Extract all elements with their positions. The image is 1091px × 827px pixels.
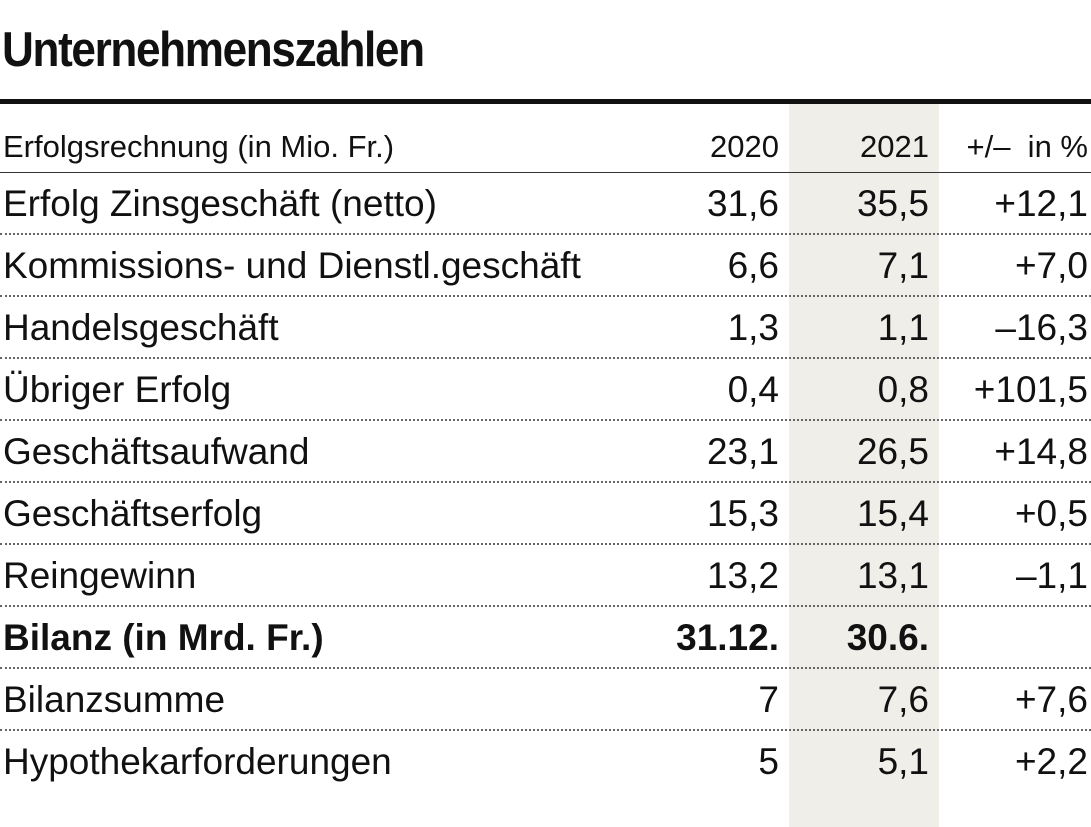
cell: Erfolgsrechnung (in Mio. Fr.) (3, 129, 395, 164)
cell: Hypothekarforderungen (3, 741, 392, 782)
section-header: Bilanz (in Mrd. Fr.) 31.12. 30.6. (0, 607, 1091, 669)
table-row: Reingewinn 13,2 13,1 –1,1 (0, 545, 1091, 607)
cell: –16,3 (995, 307, 1088, 348)
cell: Bilanzsumme (3, 679, 226, 720)
cell: 7,1 (877, 245, 929, 286)
cell: 15,4 (856, 493, 929, 534)
cell: Reingewinn (3, 555, 197, 596)
highlight-column (789, 104, 939, 827)
cell: +0,5 (1014, 493, 1088, 534)
table-row: Handelsgeschäft 1,3 1,1 –16,3 (0, 297, 1091, 359)
cell: Geschäftsaufwand (3, 431, 310, 472)
cell: 0,8 (877, 369, 929, 410)
cell: 5,1 (877, 741, 929, 782)
cell: 0,4 (727, 369, 779, 410)
cell: 7,6 (877, 679, 929, 720)
cell: 26,5 (856, 431, 929, 472)
cell: 13,1 (856, 555, 929, 596)
table-row: Geschäftsaufwand 23,1 26,5 +14,8 (0, 421, 1091, 483)
cell: 31.12. (676, 617, 779, 658)
table-row: Erfolg Zinsgeschäft (netto) 31,6 35,5 +12,1 (0, 173, 1091, 235)
cell: Bilanz (in Mrd. Fr.) (3, 617, 324, 658)
header-row: Erfolgsrechnung (in Mio. Fr.) 2020 2021 +/–… (0, 104, 1091, 172)
cell: 15,3 (706, 493, 779, 534)
cell: 6,6 (727, 245, 779, 286)
cell: 2021 (860, 129, 929, 164)
cell: 35,5 (856, 183, 929, 224)
cell: Geschäftserfolg (3, 493, 263, 534)
cell: +7,6 (1014, 679, 1088, 720)
cell: +/– in % (966, 129, 1089, 164)
cell: Übriger Erfolg (3, 369, 232, 410)
cell: +7,0 (1014, 245, 1088, 286)
cell: 31,6 (706, 183, 779, 224)
cell: 2020 (710, 129, 779, 164)
title: Unternehmenszahlen (2, 23, 425, 77)
cell: +101,5 (973, 369, 1088, 410)
cell: –1,1 (1015, 555, 1088, 596)
table-row: Kommissions- und Dienstl.geschäft 6,6 7,1 +… (0, 235, 1091, 297)
header-rule (0, 172, 1091, 173)
cell: 30.6. (846, 617, 929, 658)
cell: 1,1 (877, 307, 929, 348)
cell: 5 (758, 741, 779, 782)
table-row: Bilanzsumme 7 7,6 +7,6 (0, 669, 1091, 731)
cell: +12,1 (994, 183, 1088, 224)
cell: 1,3 (727, 307, 779, 348)
cell: +2,2 (1014, 741, 1088, 782)
cell: +14,8 (994, 431, 1088, 472)
cell: Handelsgeschäft (3, 307, 279, 348)
cell: 13,2 (706, 555, 779, 596)
table-row: Hypothekarforderungen 5 5,1 +2,2 (0, 731, 1091, 793)
rule (0, 99, 1091, 104)
table-row: Geschäftserfolg 15,3 15,4 +0,5 (0, 483, 1091, 545)
cell: Erfolg Zinsgeschäft (netto) (3, 183, 437, 224)
table-row: Übriger Erfolg 0,4 0,8 +101,5 (0, 359, 1091, 421)
cell: 23,1 (706, 431, 779, 472)
cell: 7 (758, 679, 779, 720)
cell: Kommissions- und Dienstl.geschäft (3, 245, 581, 286)
